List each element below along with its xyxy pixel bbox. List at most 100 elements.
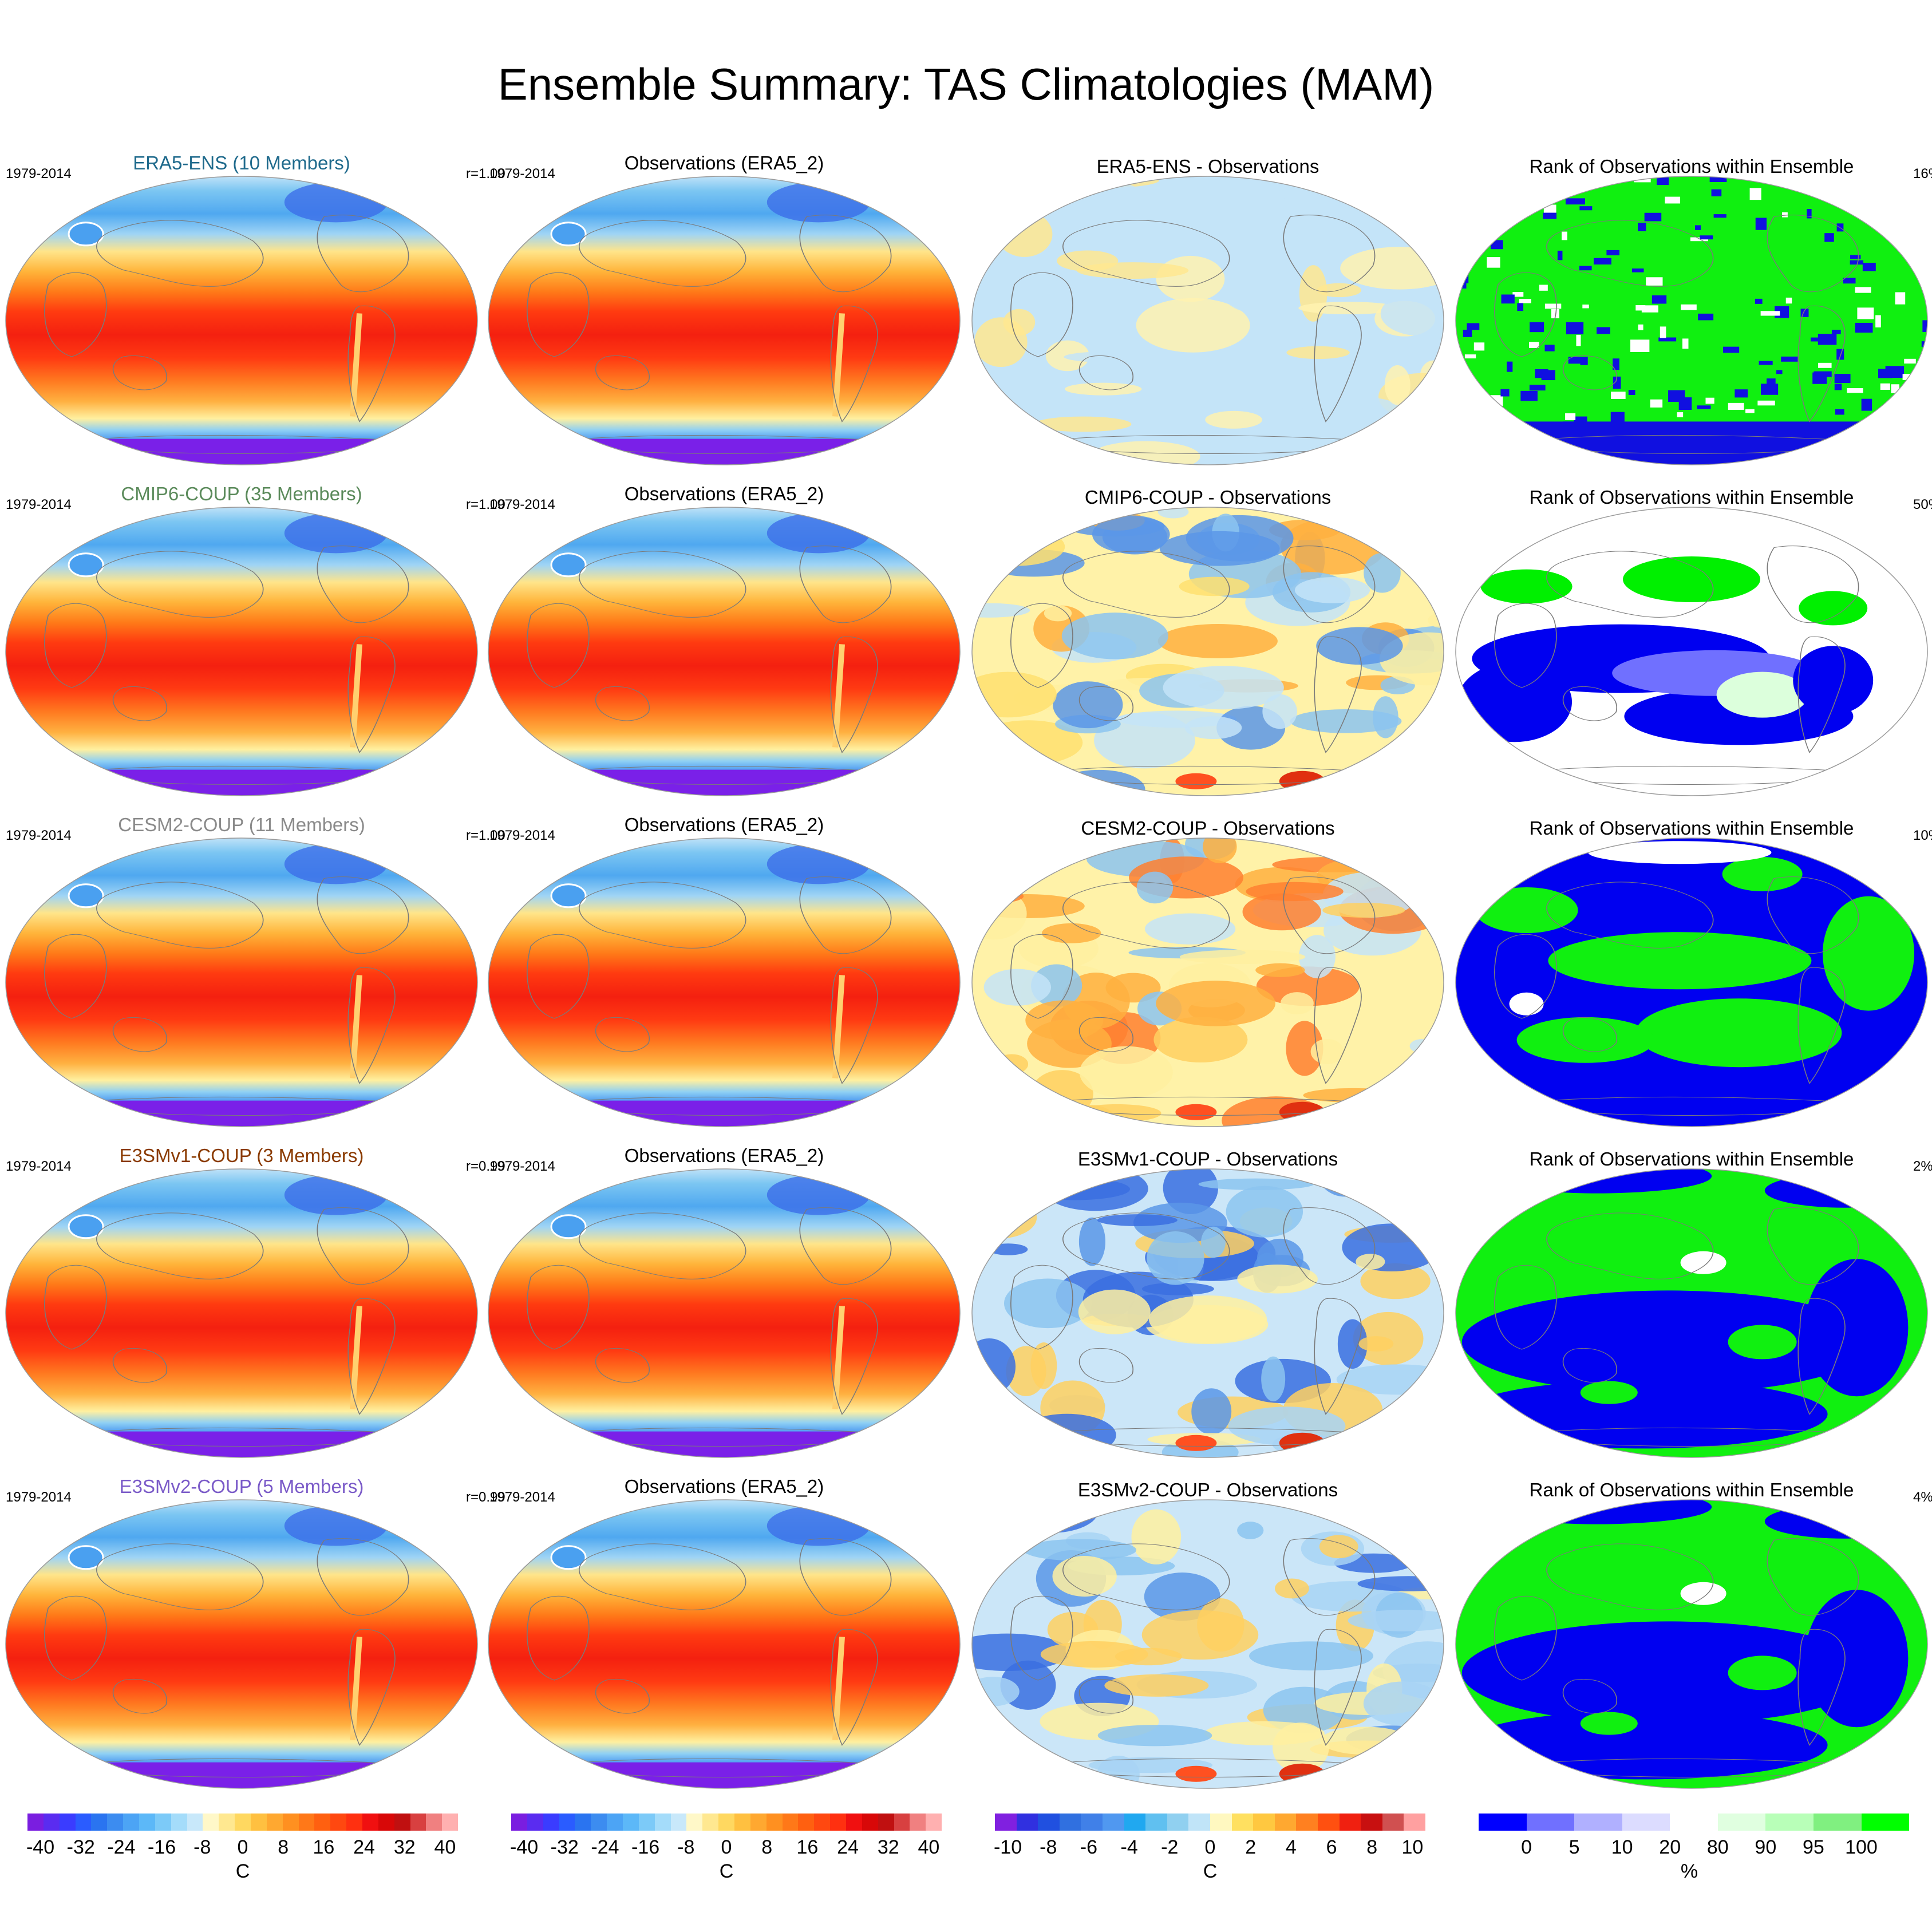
colorbar-tick-label: 0 (1521, 1836, 1532, 1858)
colorbar-swatch (1038, 1814, 1060, 1831)
colorbar-tick-label: 24 (837, 1836, 859, 1858)
diff-panel-title: CESM2-COUP - Observations (1081, 817, 1335, 839)
colorbar-swatch (107, 1814, 124, 1831)
colorbar-swatch (910, 1814, 926, 1831)
colorbar-swatch (187, 1814, 203, 1831)
colorbar-tick-label: 20 (1659, 1836, 1681, 1858)
colorbar-tick-label: 24 (353, 1836, 375, 1858)
climatology-map (6, 838, 477, 1127)
model-panel-title: ERA5-ENS (10 Members) (133, 152, 350, 173)
colorbar-swatch (59, 1814, 76, 1831)
colorbar-swatch (43, 1814, 60, 1831)
colorbar-unit: % (1680, 1860, 1698, 1882)
colorbar-swatch (638, 1814, 655, 1831)
rank-percent: 2% (1913, 1159, 1932, 1174)
difference-map (972, 176, 1444, 465)
model-period: 1979-2014 (6, 497, 72, 512)
colorbar-swatch (442, 1814, 459, 1831)
colorbar-swatch (591, 1814, 607, 1831)
climatology-map (488, 176, 960, 465)
rank-panel-title: Rank of Observations within Ensemble (1529, 487, 1854, 508)
colorbar-swatch (1016, 1814, 1038, 1831)
colorbar-swatch (219, 1814, 235, 1831)
colorbar-swatch (410, 1814, 426, 1831)
colorbar-unit: C (719, 1860, 734, 1882)
climatology-map (488, 838, 960, 1127)
colorbar-tick-label: 5 (1568, 1836, 1580, 1858)
colorbar-swatch (1765, 1814, 1814, 1831)
obs-period: 1979-2014 (489, 828, 555, 843)
colorbar (1479, 1814, 1910, 1831)
rank-panel-title: Rank of Observations within Ensemble (1529, 1479, 1854, 1500)
colorbar-swatch (139, 1814, 155, 1831)
obs-period: 1979-2014 (489, 1159, 555, 1174)
colorbar-swatch (426, 1814, 442, 1831)
colorbar-swatch (1622, 1814, 1670, 1831)
colorbar (27, 1814, 459, 1831)
colorbar-tick-label: -40 (26, 1836, 55, 1858)
rank-percent: 50% (1913, 497, 1932, 512)
colorbar-tick-label: 90 (1755, 1836, 1777, 1858)
climatology-map (6, 1169, 477, 1457)
colorbar-tick-label: -32 (66, 1836, 95, 1858)
colorbar-swatch (830, 1814, 847, 1831)
colorbar-swatch (171, 1814, 187, 1831)
colorbar-tick-label: 4 (1285, 1836, 1297, 1858)
model-correlation: r=1.00 (466, 828, 505, 843)
colorbar-swatch (1296, 1814, 1318, 1831)
colorbar-swatch (1274, 1814, 1297, 1831)
page-title: Ensemble Summary: TAS Climatologies (MAM… (497, 59, 1435, 109)
colorbar-swatch (1339, 1814, 1361, 1831)
colorbar-swatch (362, 1814, 378, 1831)
colorbar-swatch (527, 1814, 543, 1831)
obs-panel-title: Observations (ERA5_2) (624, 1476, 824, 1497)
colorbar-tick-label: 40 (918, 1836, 940, 1858)
colorbar-swatch (1861, 1814, 1910, 1831)
colorbar (995, 1814, 1425, 1831)
colorbar-swatch (91, 1814, 108, 1831)
difference-map (972, 1169, 1444, 1457)
colorbar-tick-label: -16 (631, 1836, 660, 1858)
obs-panel-title: Observations (ERA5_2) (624, 483, 824, 504)
colorbar-swatch (378, 1814, 394, 1831)
colorbar-swatch (1188, 1814, 1210, 1831)
colorbar-tick-label: 10 (1611, 1836, 1633, 1858)
colorbar-swatch (235, 1814, 251, 1831)
rank-map (1456, 1500, 1927, 1788)
colorbar-swatch (1231, 1814, 1254, 1831)
model-period: 1979-2014 (6, 1490, 72, 1505)
model-correlation: r=1.00 (466, 166, 505, 181)
colorbar-swatch (1404, 1814, 1425, 1831)
model-period: 1979-2014 (6, 828, 72, 843)
colorbar-swatch (298, 1814, 315, 1831)
colorbar-tick-label: 8 (278, 1836, 289, 1858)
difference-map (972, 838, 1444, 1127)
colorbar-swatch (798, 1814, 815, 1831)
colorbar-tick-label: 32 (393, 1836, 416, 1858)
climatology-map (6, 507, 477, 796)
colorbar-tick-label: 16 (313, 1836, 335, 1858)
colorbar-swatch (511, 1814, 527, 1831)
colorbar-swatch (1081, 1814, 1103, 1831)
climatology-map (488, 507, 960, 796)
rank-percent: 4% (1913, 1490, 1932, 1505)
colorbar-swatch (1210, 1814, 1232, 1831)
obs-period: 1979-2014 (489, 166, 555, 181)
colorbar-swatch (995, 1814, 1017, 1831)
colorbar-swatch (846, 1814, 862, 1831)
colorbar-swatch (1813, 1814, 1862, 1831)
colorbar-swatch (750, 1814, 767, 1831)
rank-panel-title: Rank of Observations within Ensemble (1529, 156, 1854, 177)
difference-map (972, 507, 1444, 796)
colorbar-unit: C (235, 1860, 250, 1882)
colorbar-swatch (1124, 1814, 1146, 1831)
diff-panel-title: E3SMv2-COUP - Observations (1077, 1479, 1338, 1500)
colorbar-swatch (1670, 1814, 1718, 1831)
obs-panel-title: Observations (ERA5_2) (624, 814, 824, 835)
colorbar-tick-label: 6 (1326, 1836, 1337, 1858)
colorbar-tick-label: -2 (1161, 1836, 1179, 1858)
colorbar-swatch (123, 1814, 140, 1831)
colorbar-swatch (1526, 1814, 1575, 1831)
colorbar-tick-label: -6 (1080, 1836, 1098, 1858)
